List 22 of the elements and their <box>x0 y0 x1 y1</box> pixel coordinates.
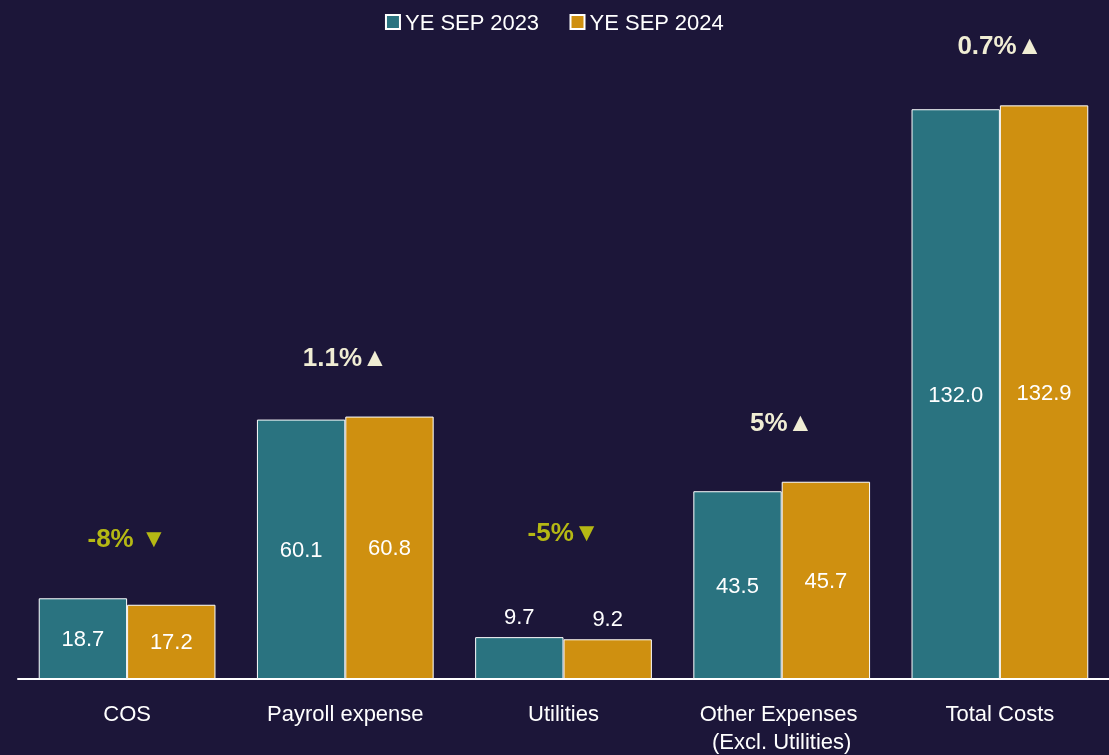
annotation: 1.1%▲ <box>302 341 388 372</box>
x-tick-label: Total Costs <box>945 700 1055 726</box>
annotation: 5%▲ <box>750 406 814 437</box>
x-tick-label: Utilities <box>528 700 599 726</box>
data-label: 17.2 <box>149 629 193 655</box>
data-label: 9.2 <box>592 605 623 631</box>
text: 0.7%▲ <box>957 30 1043 61</box>
data-label: 45.7 <box>804 567 848 593</box>
legend-label: YE SEP 2023 <box>404 9 540 35</box>
data-label: 18.7 <box>61 626 105 652</box>
x-tick-label: COS <box>103 700 151 726</box>
data-label: 132.0 <box>928 381 984 407</box>
data-label: 60.1 <box>279 536 323 562</box>
data-label: 60.8 <box>368 535 411 561</box>
legend-label: YE SEP 2024 <box>589 9 724 35</box>
data-label: 132.9 <box>1016 379 1072 405</box>
data-label: 9.7 <box>504 603 535 629</box>
data-label: 43.5 <box>716 572 759 598</box>
annotation: -5%▼ <box>527 517 600 548</box>
annotation: -8% ▼ <box>87 523 167 554</box>
x-tick-label: Payroll expense <box>267 700 424 726</box>
x-tick-label: Other Expenses (Excl. Utilities) <box>699 700 864 754</box>
